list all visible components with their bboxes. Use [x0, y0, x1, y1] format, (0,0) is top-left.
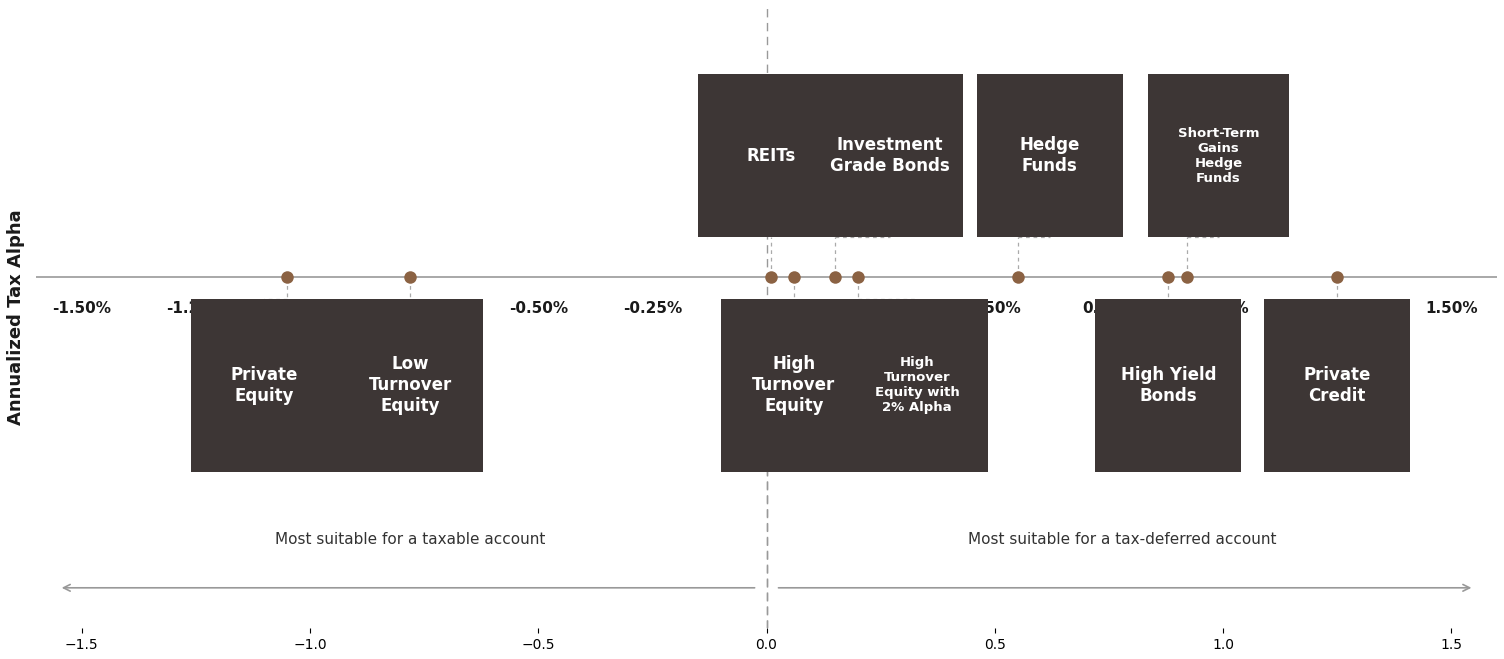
FancyBboxPatch shape	[337, 299, 483, 472]
Text: Private
Equity: Private Equity	[230, 366, 298, 405]
Text: Most suitable for a tax-deferred account: Most suitable for a tax-deferred account	[969, 532, 1277, 547]
Text: Short-Term
Gains
Hedge
Funds: Short-Term Gains Hedge Funds	[1178, 127, 1259, 185]
Text: 0.25%: 0.25%	[854, 301, 907, 316]
Text: -0.25%: -0.25%	[623, 301, 681, 316]
Text: REITs: REITs	[746, 146, 796, 165]
Text: High
Turnover
Equity: High Turnover Equity	[752, 355, 836, 415]
Text: Most suitable for a taxable account: Most suitable for a taxable account	[275, 532, 546, 547]
Text: High
Turnover
Equity with
2% Alpha: High Turnover Equity with 2% Alpha	[875, 356, 960, 414]
Text: Private
Credit: Private Credit	[1304, 366, 1372, 405]
Text: -1.50%: -1.50%	[53, 301, 111, 316]
FancyBboxPatch shape	[847, 299, 988, 472]
Text: Low
Turnover
Equity: Low Turnover Equity	[368, 355, 453, 415]
Text: 1.50%: 1.50%	[1426, 301, 1478, 316]
FancyBboxPatch shape	[1265, 299, 1411, 472]
Text: 1.00%: 1.00%	[1197, 301, 1250, 316]
Text: 1.25%: 1.25%	[1311, 301, 1364, 316]
Text: Hedge
Funds: Hedge Funds	[1020, 136, 1080, 175]
Text: -0.75%: -0.75%	[394, 301, 454, 316]
FancyBboxPatch shape	[191, 299, 337, 472]
Text: 0.50%: 0.50%	[969, 301, 1021, 316]
Text: 0.75%: 0.75%	[1083, 301, 1136, 316]
Text: -1.25%: -1.25%	[167, 301, 226, 316]
FancyBboxPatch shape	[720, 299, 866, 472]
FancyBboxPatch shape	[817, 74, 963, 237]
Text: High Yield
Bonds: High Yield Bonds	[1120, 366, 1217, 405]
FancyBboxPatch shape	[1095, 299, 1241, 472]
FancyBboxPatch shape	[1148, 74, 1289, 237]
FancyBboxPatch shape	[698, 74, 844, 237]
Text: -0.50%: -0.50%	[508, 301, 569, 316]
Text: Investment
Grade Bonds: Investment Grade Bonds	[830, 136, 949, 175]
FancyBboxPatch shape	[976, 74, 1122, 237]
Text: -1.00%: -1.00%	[280, 301, 340, 316]
Y-axis label: Annualized Tax Alpha: Annualized Tax Alpha	[8, 210, 26, 426]
Text: 0.00%: 0.00%	[740, 301, 793, 316]
